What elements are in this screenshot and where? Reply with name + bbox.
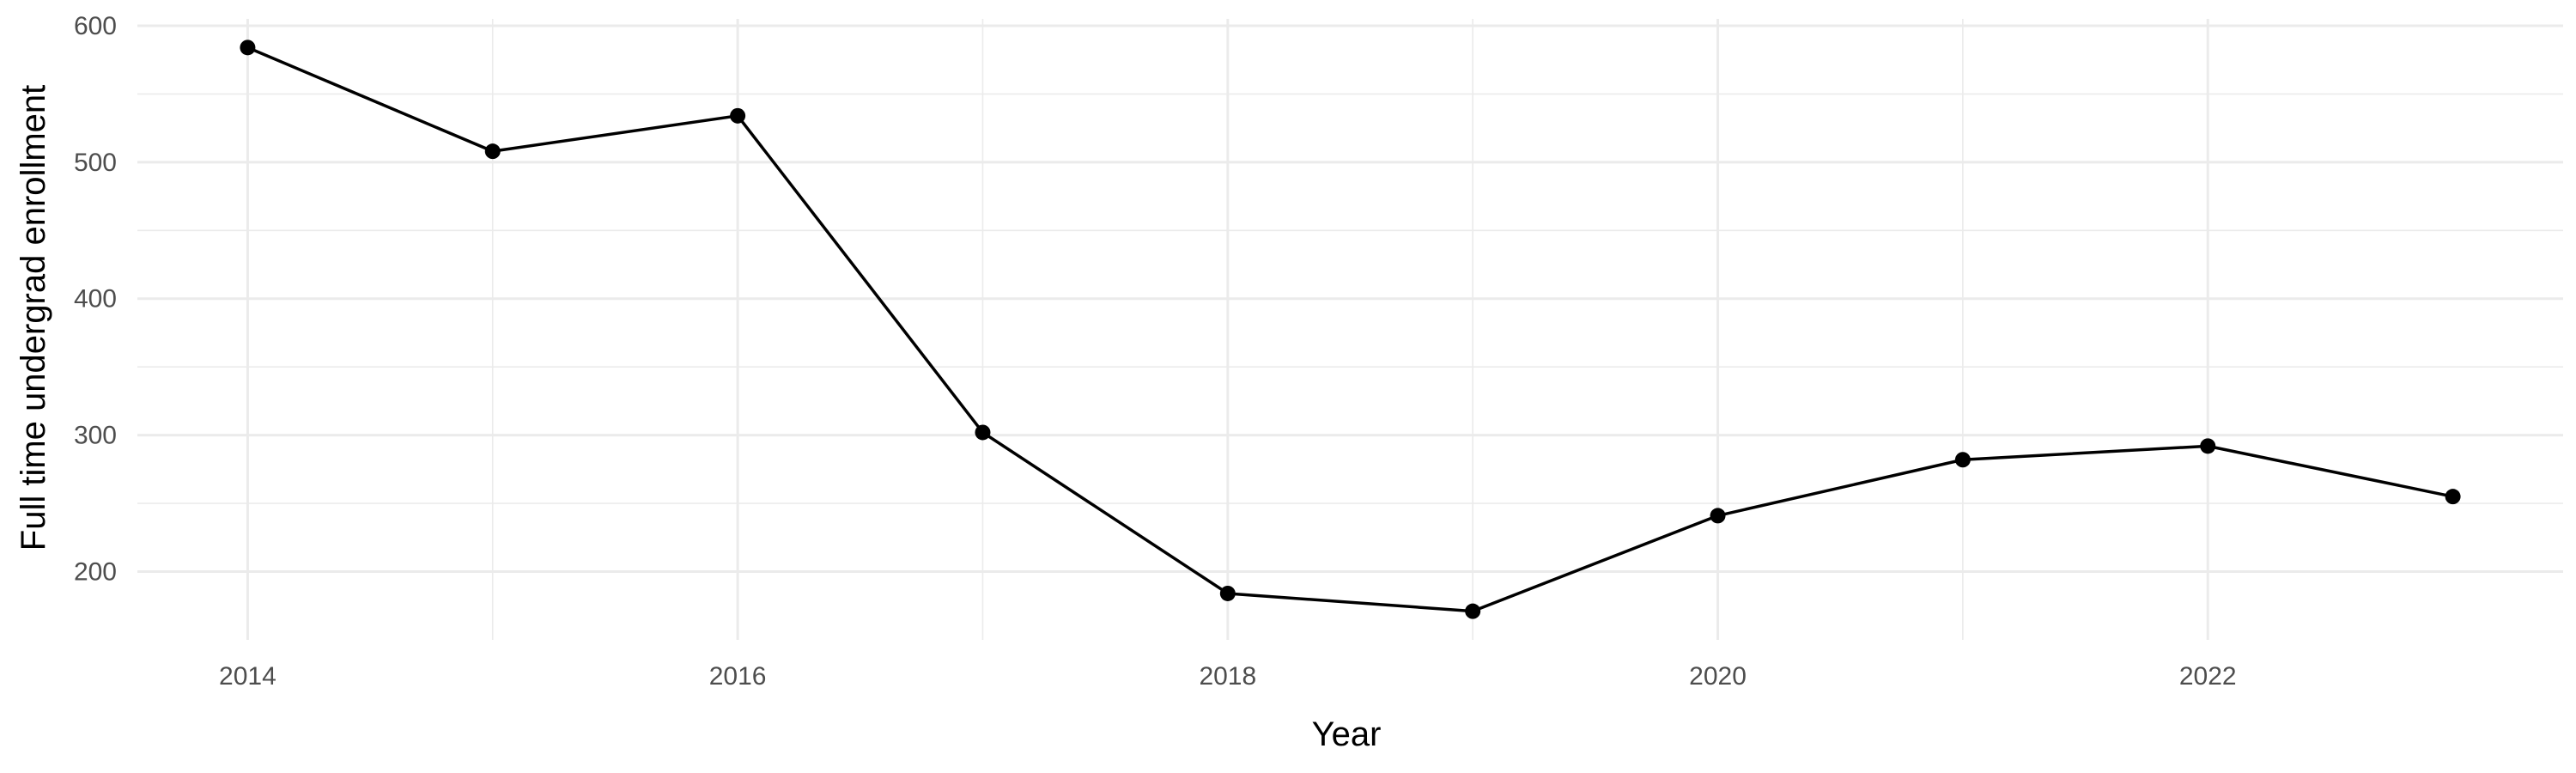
x-tick-label: 2014: [219, 662, 276, 691]
y-tick-label: 600: [74, 12, 117, 40]
data-point: [1710, 508, 1726, 524]
data-point: [730, 107, 746, 124]
y-axis-ticks: 200 300 400 500 600: [74, 12, 117, 587]
y-axis-title: Full time undergrad enrollment: [15, 85, 52, 551]
major-gridlines: [137, 19, 2563, 640]
y-tick-label: 300: [74, 422, 117, 450]
x-tick-label: 2018: [1199, 662, 1256, 691]
minor-gridlines: [137, 19, 2563, 640]
x-tick-label: 2022: [2179, 662, 2237, 691]
data-point: [975, 424, 991, 441]
data-point: [1465, 603, 1481, 619]
data-point: [484, 143, 501, 160]
y-tick-label: 500: [74, 149, 117, 177]
x-axis-ticks: 2014 2016 2018 2020 2022: [219, 662, 2237, 691]
data-point: [1219, 585, 1236, 601]
x-tick-label: 2020: [1689, 662, 1747, 691]
data-point: [1954, 452, 1971, 468]
data-point: [240, 40, 256, 56]
x-tick-label: 2016: [709, 662, 767, 691]
x-axis-title: Year: [1312, 715, 1382, 753]
series-layer: [240, 40, 2461, 619]
data-point: [2445, 489, 2461, 505]
data-point: [2200, 438, 2216, 454]
series-line: [246, 46, 2453, 613]
y-tick-label: 200: [74, 558, 117, 587]
y-tick-label: 400: [74, 285, 117, 313]
